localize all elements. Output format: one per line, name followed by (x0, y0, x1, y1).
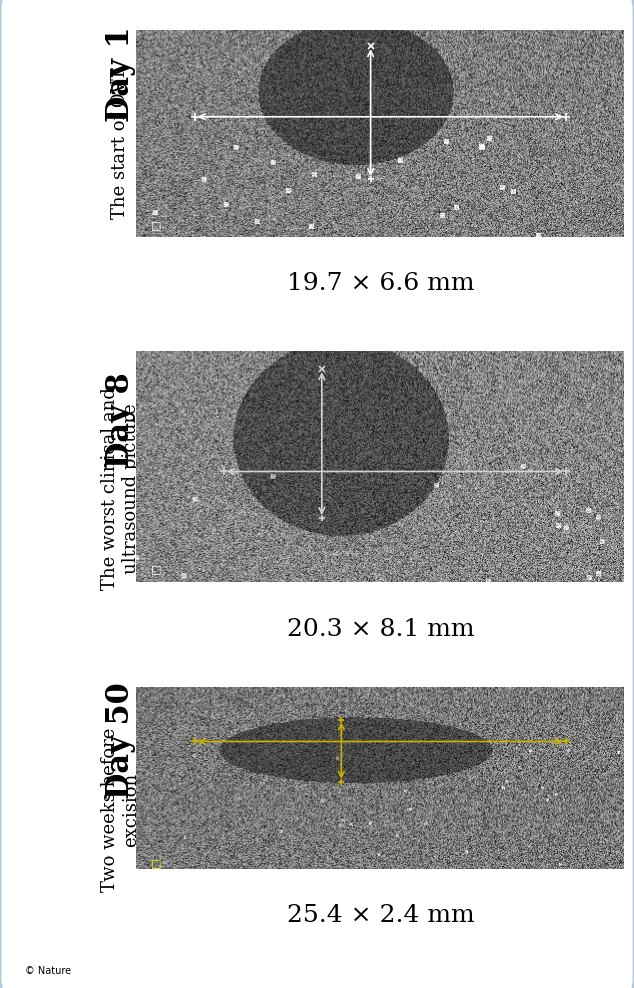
Text: □: □ (151, 859, 162, 868)
Text: © Nature: © Nature (25, 966, 72, 976)
Text: The start of OVT: The start of OVT (112, 68, 129, 218)
Text: □: □ (151, 564, 162, 574)
Text: The worst clinical and
ultrasound picture: The worst clinical and ultrasound pictur… (101, 387, 140, 591)
Text: Two weeks before
excision: Two weeks before excision (101, 728, 140, 892)
Text: Day 1: Day 1 (105, 27, 136, 122)
Text: 20.3 × 8.1 mm: 20.3 × 8.1 mm (287, 618, 474, 640)
Text: □: □ (151, 220, 162, 230)
Text: Day 8: Day 8 (105, 372, 136, 467)
Text: 19.7 × 6.6 mm: 19.7 × 6.6 mm (287, 272, 474, 294)
Text: Day 50: Day 50 (105, 683, 136, 799)
Text: 25.4 × 2.4 mm: 25.4 × 2.4 mm (287, 904, 474, 927)
